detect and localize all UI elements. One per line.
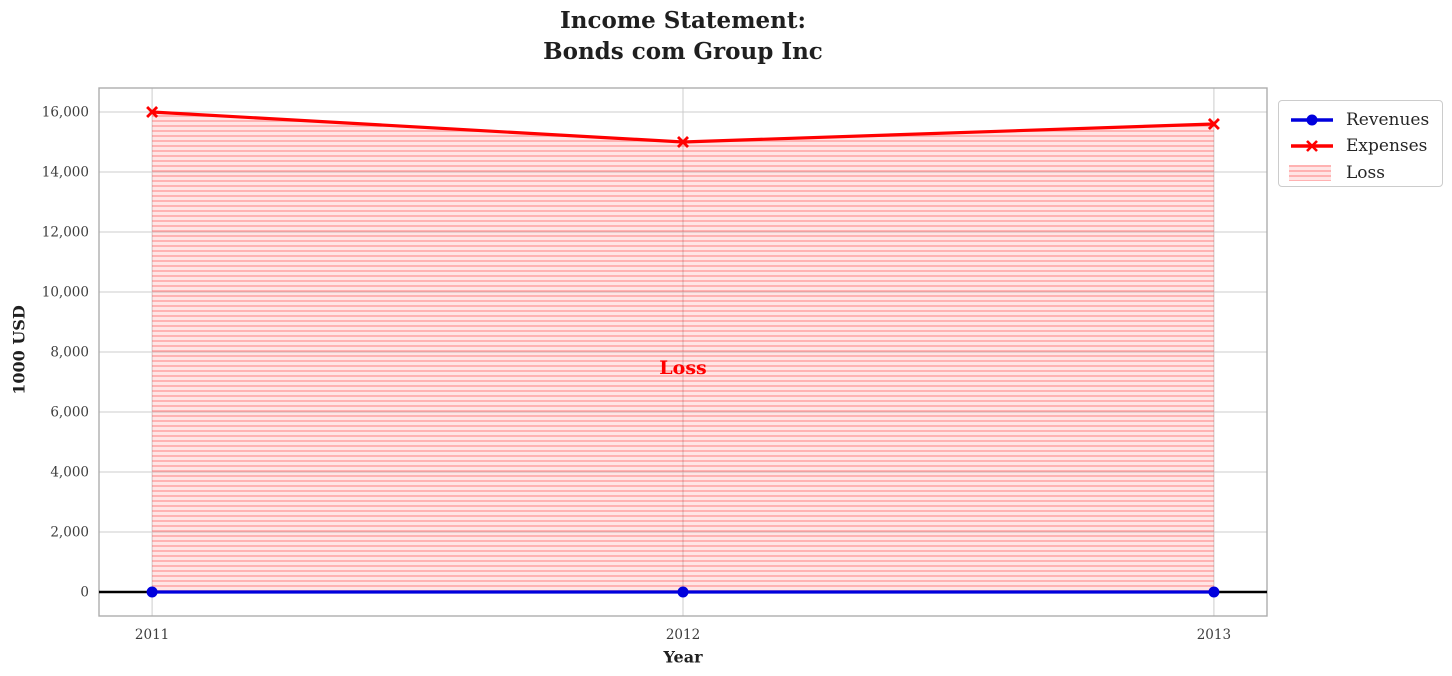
legend-label-revenues: Revenues [1346,110,1430,131]
legend-label-loss: Loss [1346,162,1385,183]
revenues-marker [146,586,158,598]
legend-item-loss: Loss [1289,160,1442,186]
revenues-marker [677,586,689,598]
legend-item-revenues: Revenues [1289,107,1442,133]
loss-annotation: Loss [659,357,706,379]
loss-area [152,112,1214,592]
legend: Revenues Expenses Loss [1278,100,1443,187]
y-tick-label: 10,000 [42,285,89,301]
x-axis-label: Year [663,647,703,667]
plot-border [98,87,1268,617]
revenues-marker [1208,586,1220,598]
y-tick-label: 8,000 [50,345,89,361]
x-tick-label: 2012 [666,627,700,643]
legend-label-expenses: Expenses [1346,136,1428,157]
expenses-marker [1207,118,1220,130]
expenses-marker [677,136,689,148]
x-tick-label: 2011 [135,627,169,643]
y-tick-label: 16,000 [42,105,89,121]
y-tick-label: 4,000 [50,465,89,481]
y-tick-label: 0 [80,585,89,601]
legend-item-expenses: Expenses [1289,133,1442,159]
revenues-line-icon [1291,114,1333,126]
expenses-marker [146,106,159,118]
y-tick-label: 12,000 [42,225,89,241]
chart-title: Income Statement: Bonds com Group Inc [543,7,823,65]
y-tick-label: 2,000 [50,525,89,541]
expenses-line-icon [1291,140,1333,153]
x-tick-label: 2013 [1197,627,1231,643]
loss-patch-icon [1289,164,1331,181]
y-tick-label: 6,000 [50,405,89,421]
y-tick-label: 14,000 [42,165,89,181]
